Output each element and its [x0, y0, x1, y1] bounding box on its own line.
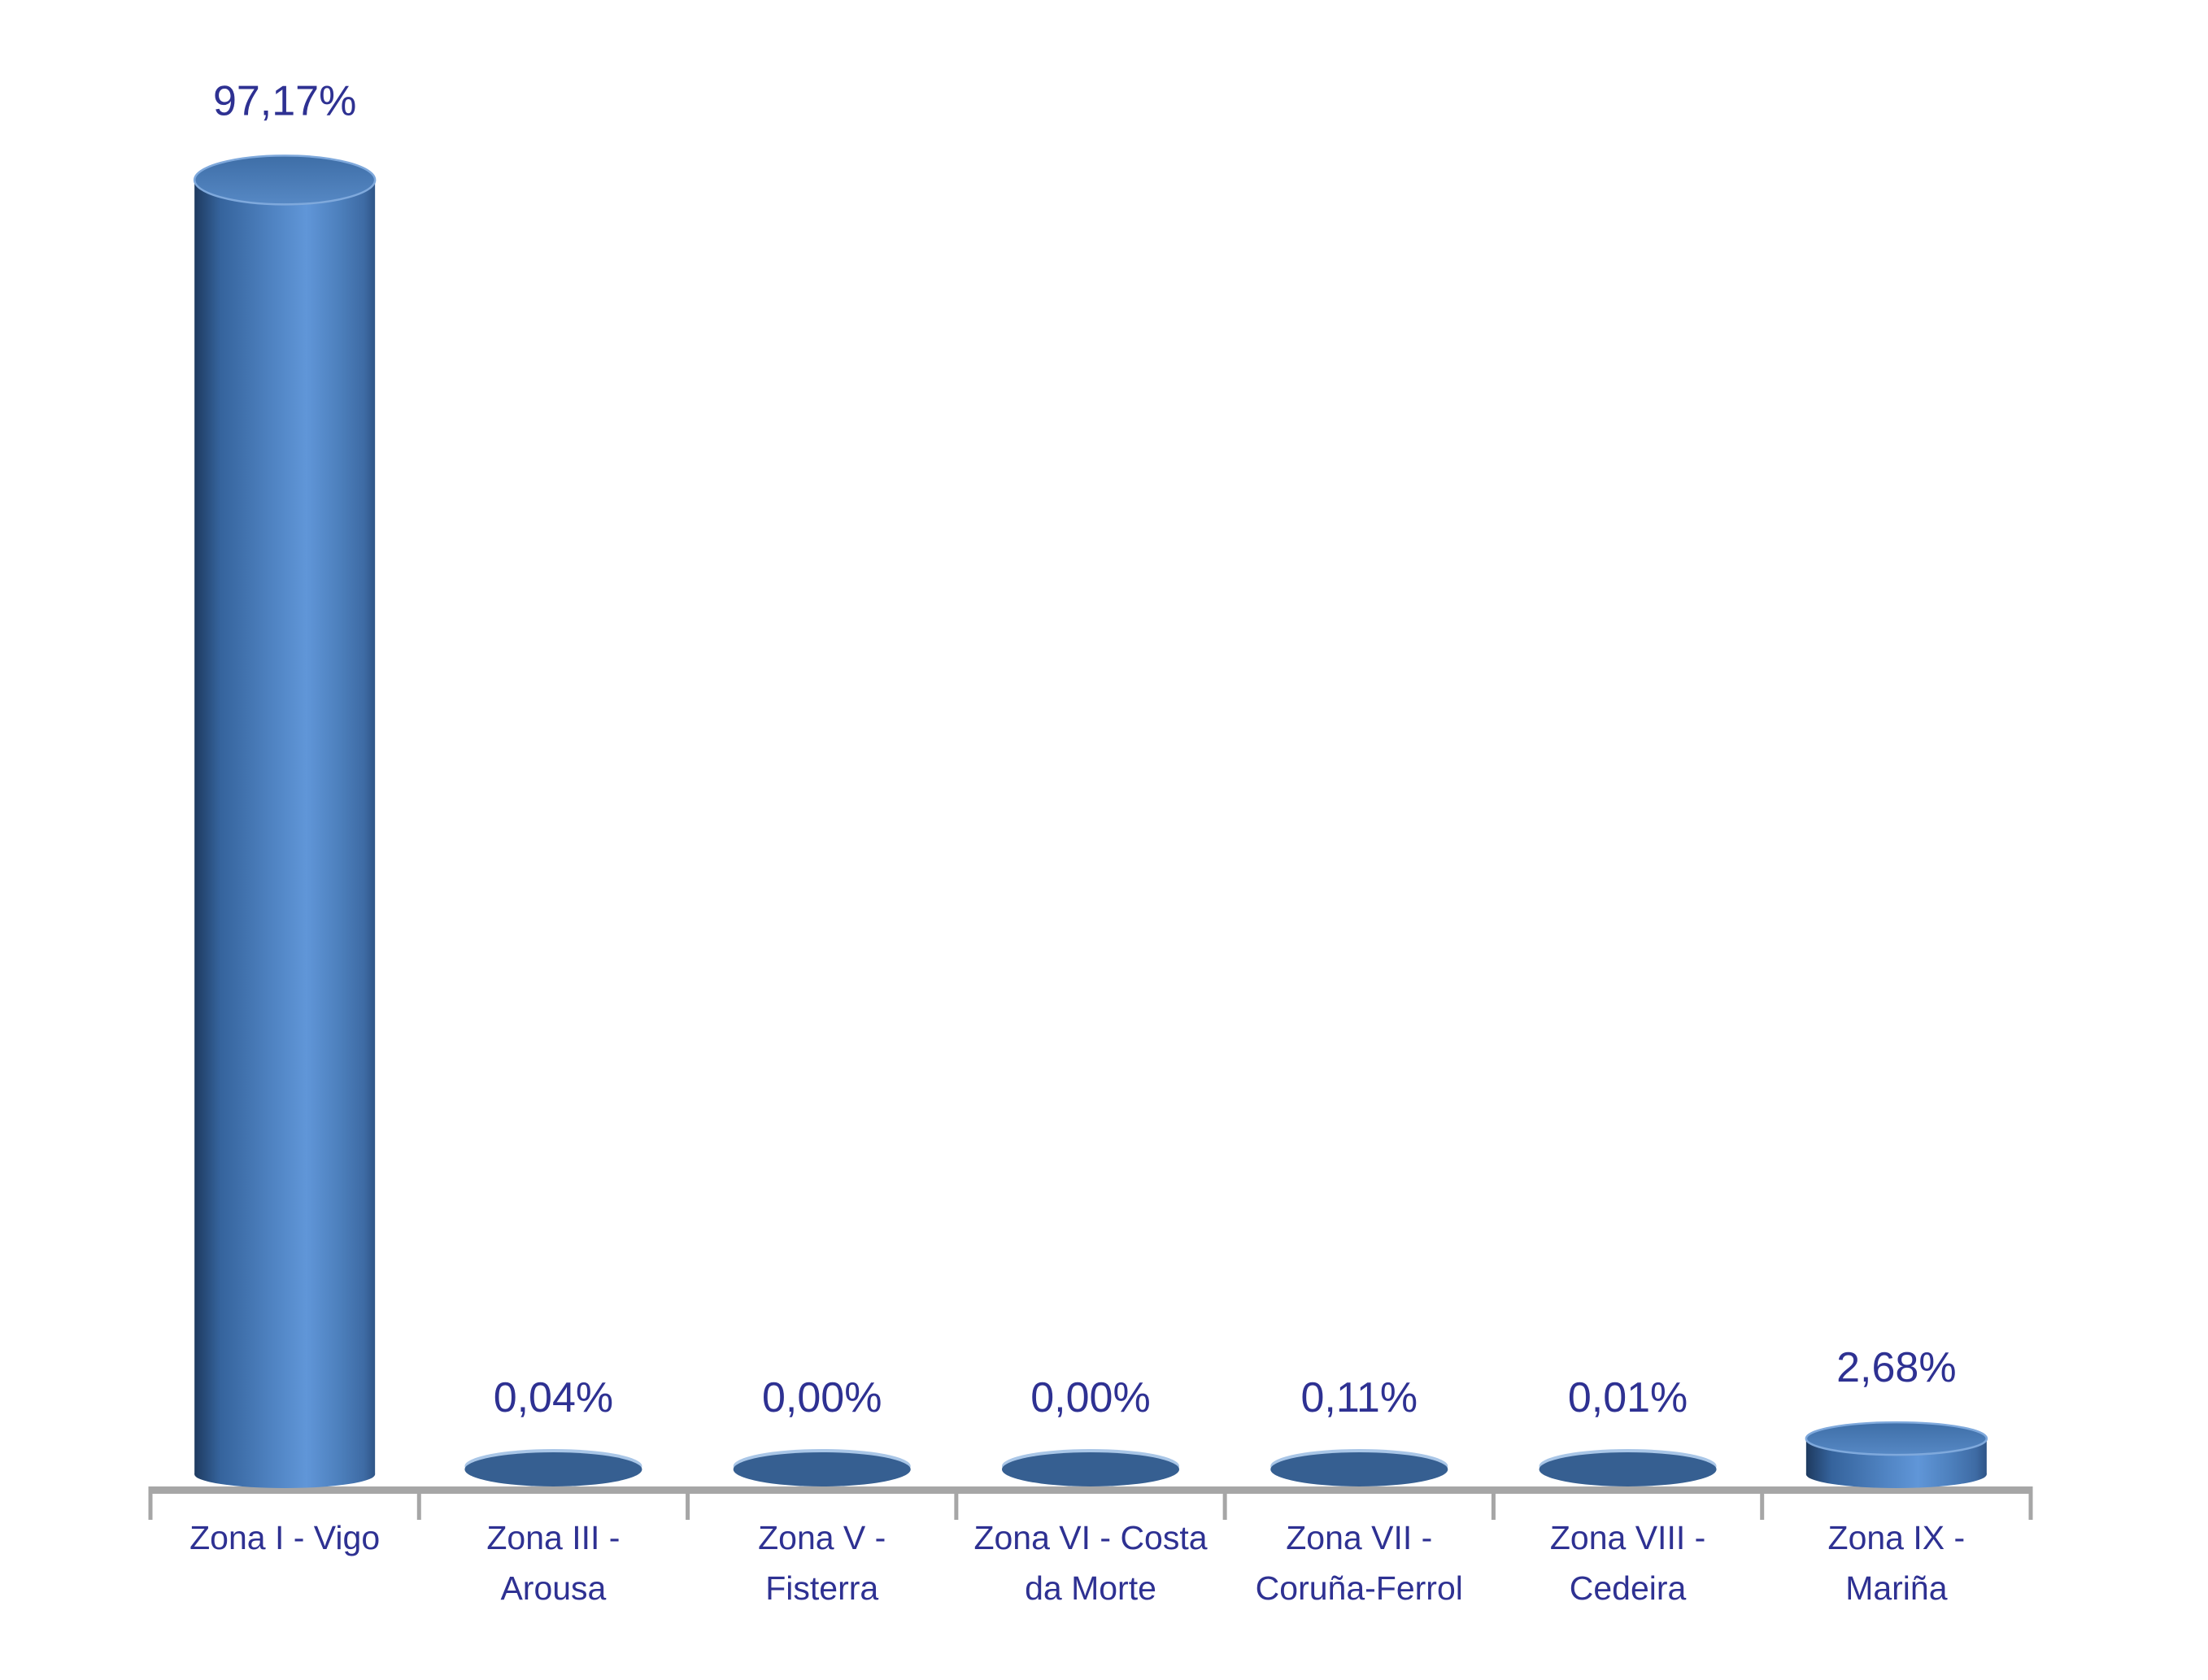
x-axis-tick: [2028, 1486, 2033, 1520]
category-label: Zona VI - Costa: [973, 1519, 1207, 1556]
category-label: Coruña-Ferrol: [1256, 1569, 1463, 1607]
data-label: 0,00%: [1030, 1374, 1150, 1421]
flat-disc: [1002, 1452, 1179, 1486]
cylinder-bar: [733, 1449, 911, 1486]
category-label: da Morte: [1025, 1569, 1156, 1607]
category-label: Zona V -: [758, 1519, 886, 1556]
category-label: Zona IX -: [1828, 1519, 1966, 1556]
cylinder-bar: [1270, 1449, 1448, 1486]
category-label: Fisterra: [765, 1569, 878, 1607]
x-axis-line: [150, 1486, 2031, 1494]
flat-disc: [1270, 1452, 1448, 1486]
x-axis-tick: [416, 1486, 421, 1520]
x-axis-tick: [1491, 1486, 1496, 1520]
x-axis-tick: [1760, 1486, 1765, 1520]
cylinder-bar: [1539, 1449, 1717, 1486]
data-label: 0,04%: [494, 1374, 613, 1421]
cylinder-bar: [1805, 1421, 1988, 1488]
bars-layer: [193, 155, 1988, 1488]
x-axis: [148, 1486, 2033, 1520]
category-label: Zona VII -: [1286, 1519, 1432, 1556]
category-label: Mariña: [1845, 1569, 1948, 1607]
cylinder-top-face: [193, 155, 377, 206]
category-label: Arousa: [500, 1569, 606, 1607]
cylinder-bar: [1002, 1449, 1179, 1486]
x-axis-tick: [1222, 1486, 1227, 1520]
x-axis-tick: [954, 1486, 959, 1520]
data-label: 0,11%: [1300, 1374, 1418, 1421]
cylinder-bar: [464, 1449, 642, 1486]
cylinder-body: [194, 180, 376, 1475]
category-label: Zona III -: [486, 1519, 620, 1556]
category-label: Zona I - Vigo: [189, 1519, 380, 1556]
data-label: 97,17%: [213, 77, 356, 124]
x-axis-tick: [148, 1486, 153, 1520]
flat-disc: [1539, 1452, 1717, 1486]
flat-disc: [464, 1452, 642, 1486]
flat-disc: [733, 1452, 911, 1486]
data-label: 2,68%: [1836, 1344, 1956, 1391]
category-label: Zona VIII -: [1550, 1519, 1705, 1556]
category-label: Cedeira: [1570, 1569, 1687, 1607]
data-label: 0,00%: [762, 1374, 882, 1421]
labels-layer: 97,17% Zona I - Vigo 0,04% Zona III - Arousa…: [189, 77, 1965, 1607]
x-axis-tick: [686, 1486, 690, 1520]
data-label: 0,01%: [1568, 1374, 1688, 1421]
cylinder-top-face: [1805, 1421, 1988, 1456]
cylinder-bar: [193, 155, 377, 1488]
